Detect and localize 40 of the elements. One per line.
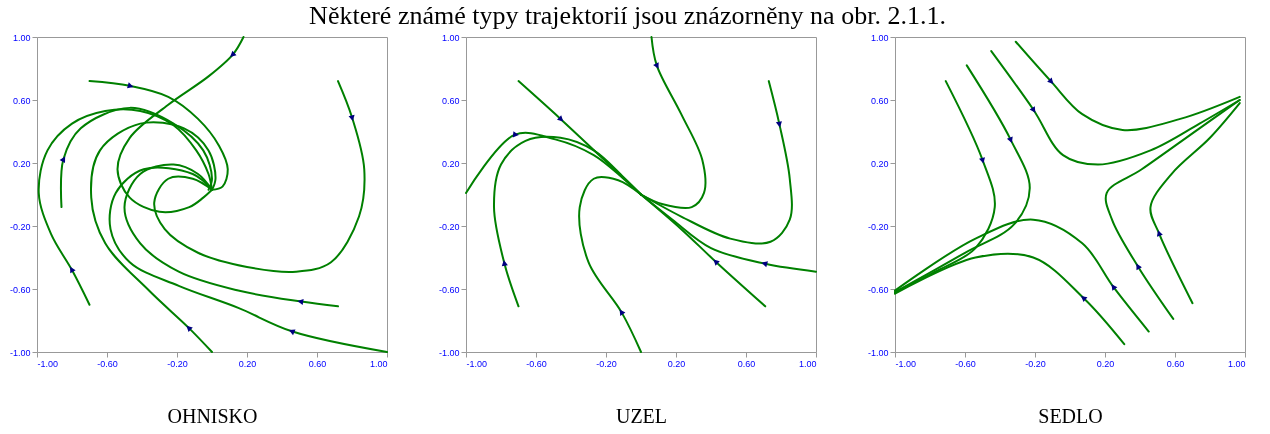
x-tick-label: -1.00 (895, 358, 917, 369)
x-tick-label: -1.00 (466, 358, 488, 369)
y-tick-label: 0.20 (870, 158, 889, 169)
y-tick-label: -0.60 (867, 284, 889, 295)
y-tick-label: -0.60 (9, 284, 31, 295)
x-tick-label: 0.60 (1166, 358, 1185, 369)
x-tick-label: -0.60 (97, 358, 118, 369)
y-tick-label: -0.20 (438, 221, 460, 232)
x-axis-title: OHNISKO (167, 404, 258, 427)
y-tick-label: 0.60 (870, 95, 889, 106)
y-tick-label: 1.00 (870, 32, 889, 43)
y-tick-label: 0.60 (441, 95, 460, 106)
x-tick-label: 0.20 (667, 358, 686, 369)
text: Některé známé typy trajektorií jsou znázorněny na obr. 2.1.1. (309, 0, 946, 30)
x-tick-label: -0.60 (526, 358, 547, 369)
y-tick-label: 1.00 (441, 32, 460, 43)
x-tick-label: -0.20 (167, 358, 188, 369)
x-tick-label: 1.00 (798, 358, 817, 369)
x-tick-label: 1.00 (1227, 358, 1246, 369)
y-tick-label: -1.00 (438, 347, 460, 358)
x-tick-label: -0.20 (596, 358, 617, 369)
x-tick-label: -0.60 (955, 358, 976, 369)
x-axis-title: SEDLO (1038, 404, 1103, 427)
y-tick-label: -1.00 (9, 347, 31, 358)
x-axis-title: UZEL (615, 404, 668, 427)
x-tick-label: 0.20 (238, 358, 257, 369)
y-tick-label: -0.20 (867, 221, 889, 232)
x-tick-label: 0.60 (737, 358, 756, 369)
y-tick-label: -0.60 (438, 284, 460, 295)
x-tick-label: 0.60 (308, 358, 327, 369)
y-tick-label: -0.20 (9, 221, 31, 232)
x-tick-label: -0.20 (1025, 358, 1046, 369)
x-tick-label: 1.00 (369, 358, 388, 369)
x-tick-label: -1.00 (37, 358, 59, 369)
y-tick-label: 0.60 (12, 95, 31, 106)
y-tick-label: 1.00 (12, 32, 31, 43)
y-tick-label: 0.20 (441, 158, 460, 169)
y-tick-label: -1.00 (867, 347, 889, 358)
y-tick-label: 0.20 (12, 158, 31, 169)
x-tick-label: 0.20 (1096, 358, 1115, 369)
